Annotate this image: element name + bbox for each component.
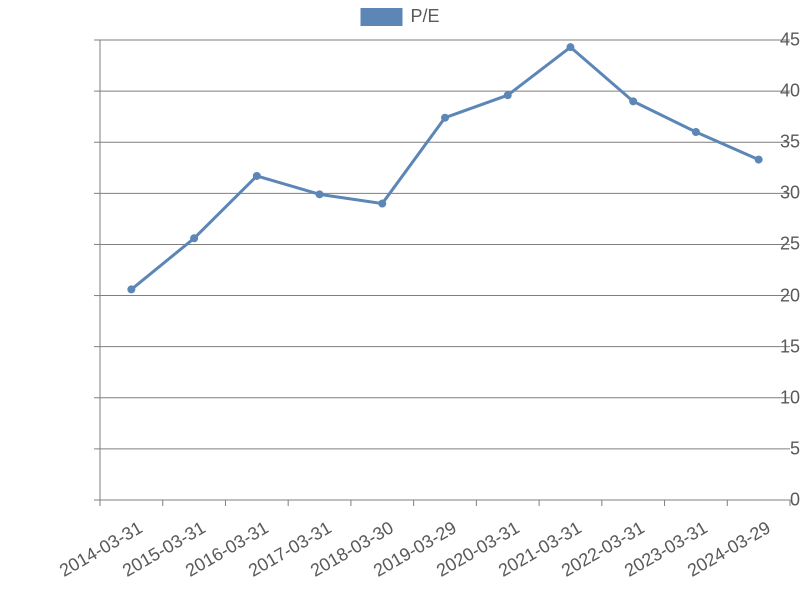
y-axis-label: 15 <box>712 336 800 357</box>
data-point <box>190 234 198 242</box>
data-point <box>692 128 700 136</box>
y-axis-label: 0 <box>712 490 800 511</box>
data-point <box>441 114 449 122</box>
y-axis-label: 40 <box>712 81 800 102</box>
series-line <box>131 47 758 289</box>
pe-line-chart: P/E 051015202530354045 2014-03-312015-03… <box>0 0 800 600</box>
y-axis-label: 25 <box>712 234 800 255</box>
y-axis-label: 35 <box>712 132 800 153</box>
data-point <box>378 200 386 208</box>
data-point <box>755 156 763 164</box>
data-point <box>566 43 574 51</box>
data-point <box>629 97 637 105</box>
data-point <box>253 172 261 180</box>
y-axis-label: 45 <box>712 30 800 51</box>
data-point <box>504 91 512 99</box>
data-point <box>127 285 135 293</box>
y-axis-label: 5 <box>712 438 800 459</box>
y-axis-label: 10 <box>712 387 800 408</box>
data-point <box>316 190 324 198</box>
plot-svg <box>0 0 800 600</box>
y-axis-label: 20 <box>712 285 800 306</box>
y-axis-label: 30 <box>712 183 800 204</box>
